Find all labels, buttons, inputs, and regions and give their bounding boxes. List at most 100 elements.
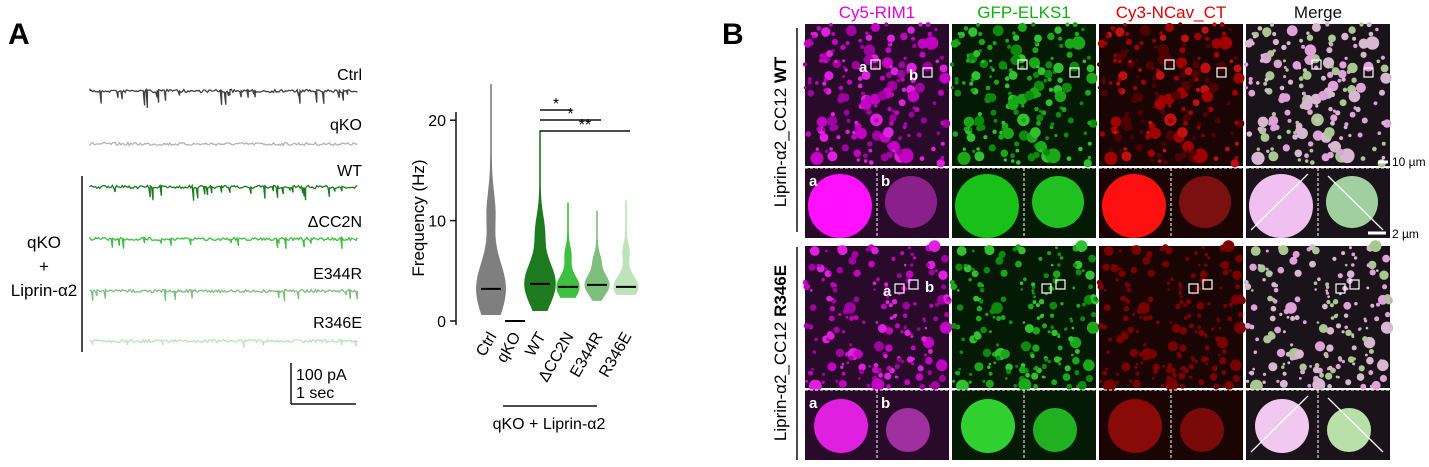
droplet: [1121, 362, 1131, 372]
droplet: [973, 295, 979, 302]
droplet: [1136, 59, 1139, 63]
droplet: [1119, 149, 1123, 153]
droplet: [1083, 359, 1095, 372]
droplet: [1117, 88, 1122, 93]
column-title: Merge: [1294, 3, 1342, 22]
droplet: [1055, 246, 1058, 250]
droplet: [1234, 141, 1239, 146]
droplet: [1304, 44, 1317, 56]
droplet: [1097, 86, 1101, 90]
droplet: [868, 148, 873, 153]
droplet: [1343, 88, 1347, 92]
inset-droplet: [1032, 176, 1084, 228]
droplet: [1259, 58, 1265, 63]
panel-a-label: A: [8, 18, 30, 51]
droplet: [1205, 362, 1209, 366]
droplet: [1067, 117, 1074, 124]
droplet: [989, 66, 993, 69]
inset-droplet: [885, 176, 937, 228]
droplet: [1138, 68, 1142, 72]
droplet: [1330, 65, 1334, 69]
droplet: [1244, 86, 1248, 90]
droplet: [1284, 109, 1291, 116]
droplet: [1062, 373, 1071, 381]
droplet: [1147, 269, 1155, 277]
trace-label: qKO: [330, 117, 362, 134]
droplet: [1109, 147, 1113, 151]
droplet: [1206, 256, 1211, 260]
droplet: [1032, 300, 1037, 305]
droplet: [1033, 384, 1038, 389]
droplet: [1179, 344, 1187, 352]
droplet: [917, 365, 924, 372]
droplet: [875, 321, 879, 324]
droplet: [1249, 263, 1257, 271]
droplet: [1206, 43, 1211, 49]
droplet: [1185, 109, 1189, 113]
droplet: [1102, 263, 1110, 271]
droplet: [1022, 321, 1026, 324]
droplet: [1381, 141, 1386, 146]
violin-3: [556, 202, 580, 298]
droplet: [1043, 148, 1051, 156]
droplet: [1301, 98, 1313, 110]
droplet: [992, 25, 1004, 37]
droplet: [1121, 151, 1132, 162]
droplet: [1012, 34, 1020, 41]
droplet: [1368, 349, 1374, 354]
droplet: [1194, 77, 1199, 82]
droplet: [885, 300, 890, 305]
droplet: [1343, 301, 1352, 310]
droplet: [1086, 55, 1091, 60]
droplet: [1013, 383, 1018, 388]
droplet: [1318, 324, 1328, 333]
droplet: [929, 303, 934, 308]
droplet: [971, 249, 975, 253]
droplet: [878, 372, 883, 378]
droplet: [1032, 327, 1041, 335]
droplet: [1090, 311, 1097, 318]
droplet: [894, 375, 898, 379]
droplet: [1317, 277, 1321, 281]
droplet: [1360, 51, 1367, 58]
droplet: [829, 147, 833, 151]
droplet: [1183, 316, 1188, 320]
droplet: [1269, 315, 1276, 322]
droplet: [1197, 56, 1201, 60]
droplet: [1294, 296, 1301, 303]
inset-row: [952, 389, 1096, 460]
droplet: [1286, 129, 1291, 134]
droplet: [1272, 49, 1276, 53]
droplet: [821, 27, 831, 37]
droplet: [1314, 341, 1326, 352]
trace-label: WT: [337, 163, 362, 180]
droplet: [819, 53, 823, 57]
droplet: [971, 267, 975, 271]
droplet: [938, 374, 946, 383]
droplet: [963, 263, 967, 267]
droplet: [1074, 31, 1080, 37]
droplet: [1197, 325, 1201, 330]
droplet: [1002, 127, 1014, 140]
droplet: [932, 101, 937, 106]
droplet: [1225, 146, 1230, 152]
droplet: [1205, 357, 1209, 361]
inset-droplet: [1249, 174, 1313, 238]
column-title: Cy3-NCav_CT: [1116, 3, 1227, 22]
droplet: [1372, 146, 1377, 152]
droplet: [1268, 332, 1276, 340]
droplet: [848, 256, 857, 265]
droplet: [1307, 383, 1312, 388]
droplet: [815, 147, 819, 151]
droplet: [1201, 90, 1214, 103]
droplet: [1333, 149, 1337, 153]
droplet: [821, 380, 825, 384]
droplet: [1352, 362, 1356, 366]
violin-0: [476, 84, 506, 315]
droplet: [1308, 141, 1314, 147]
droplet: [1080, 316, 1086, 322]
droplet: [925, 22, 931, 28]
droplet: [894, 323, 901, 329]
droplet: [1325, 285, 1330, 289]
droplet: [1344, 263, 1348, 267]
